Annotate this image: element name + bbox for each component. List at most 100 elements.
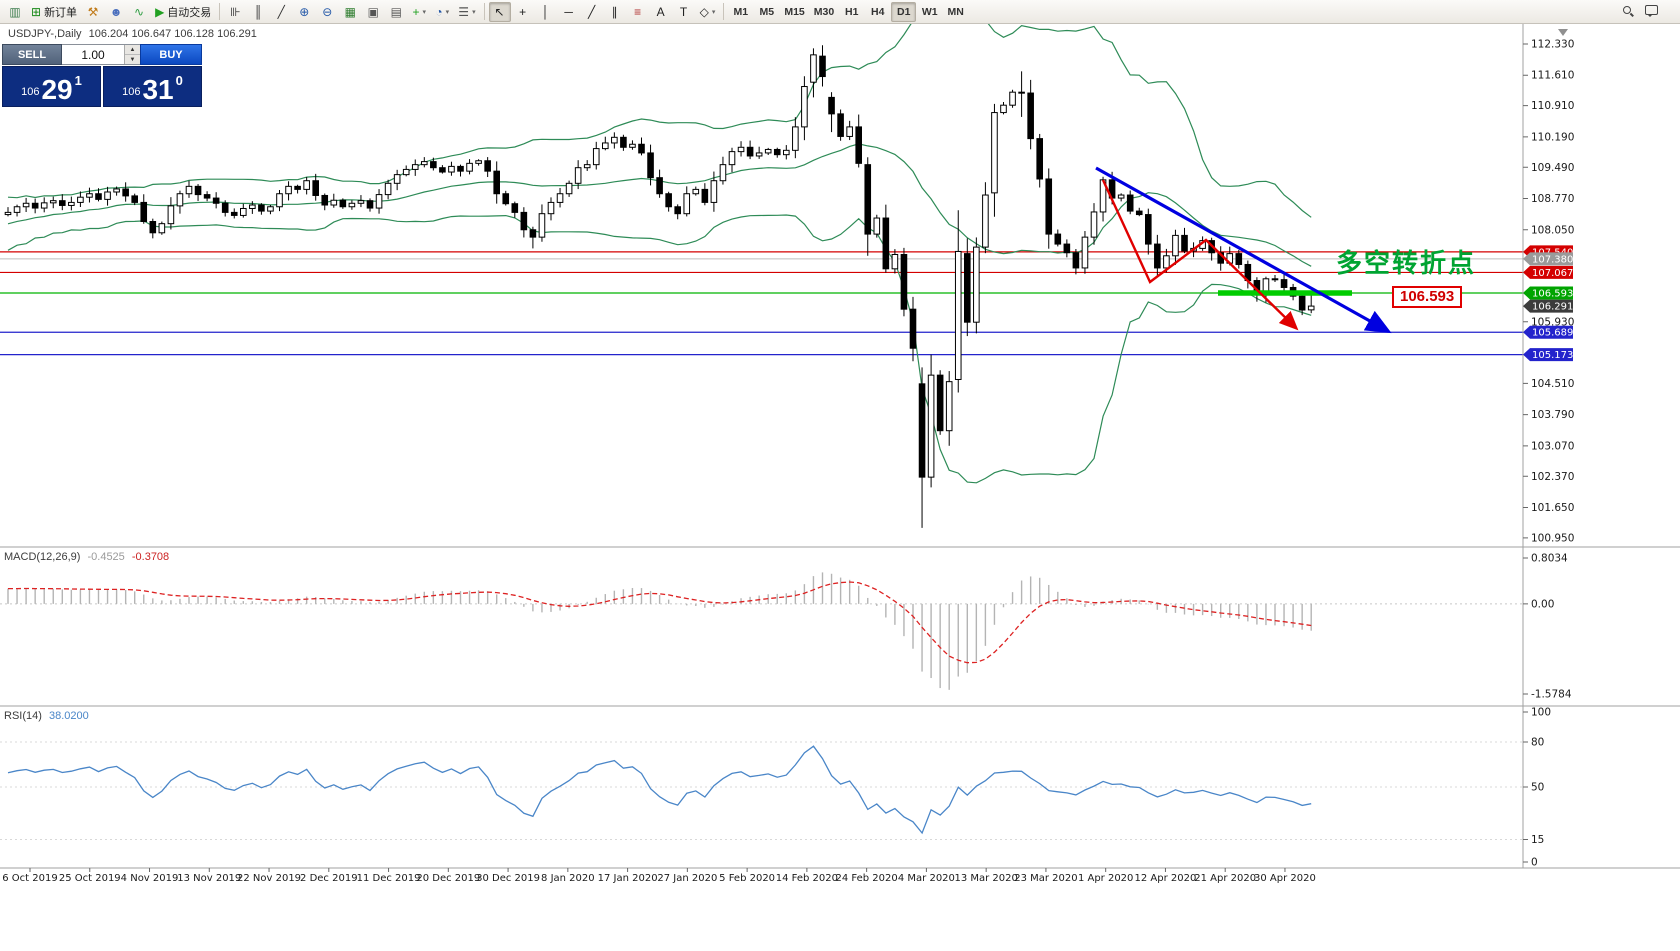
price-tag <box>1523 252 1573 266</box>
sell-price-figure: 106 <box>21 86 40 98</box>
rsi-value: 38.0200 <box>48 710 89 722</box>
price-axis-label: 105.930 <box>1531 316 1574 328</box>
time-axis-label: 23 Mar 2020 <box>1014 873 1077 884</box>
text-icon: A <box>656 4 665 19</box>
macd-axis-label: -1.5784 <box>1531 689 1572 701</box>
chat-icon <box>1644 5 1658 17</box>
chat-icon[interactable] <box>1640 2 1662 22</box>
macd-panel <box>0 572 1523 690</box>
time-axis-label: 30 Dec 2019 <box>476 873 540 884</box>
text-label-icon[interactable]: T <box>673 2 695 22</box>
navigator-icon[interactable]: ☻ <box>105 2 127 22</box>
macd-indicator-label: MACD(12,26,9) -0.4525 -0.3708 <box>4 551 169 563</box>
time-axis-label: 8 Jan 2020 <box>541 873 595 884</box>
zigzag-arrow[interactable] <box>1101 179 1299 331</box>
new-order-button: ⊞ <box>31 4 42 19</box>
search-icon[interactable] <box>1617 2 1639 22</box>
zoom-in-icon[interactable]: ⊕ <box>293 2 315 22</box>
profiles-icon: ◔ <box>435 4 443 19</box>
cascade-windows-icon[interactable]: ▣ <box>362 2 384 22</box>
fibonacci-icon[interactable]: ≡ <box>627 2 649 22</box>
timeframe-d1-button[interactable]: D1 <box>891 1 917 22</box>
price-axis-label: 101.650 <box>1531 502 1574 514</box>
macd-value: -0.4525 <box>87 551 125 563</box>
candlestick-chart-icon: ║ <box>254 4 263 19</box>
bar-chart-icon: ⊪ <box>230 4 241 19</box>
chart-window[interactable]: 112.330 111.610 110.910 110.190 109.490 108.7… <box>0 24 1680 951</box>
dropdown-arrow-icon: ▾ <box>445 8 450 16</box>
timeframe-m1-button[interactable]: M1 <box>728 2 753 22</box>
annotations[interactable] <box>1095 166 1392 334</box>
text-icon[interactable]: A <box>650 2 672 22</box>
price-axis-label: 108.050 <box>1531 224 1574 236</box>
chart-shift-marker[interactable] <box>1558 29 1568 36</box>
dropdown-arrow-icon: ▾ <box>711 8 716 16</box>
arrange-windows-icon: ▤ <box>390 4 402 19</box>
rsi-axis-label: 50 <box>1531 782 1544 794</box>
crosshair-icon[interactable]: + <box>512 2 534 22</box>
shapes-icon[interactable]: ◇ ▾ <box>696 2 720 22</box>
macd-axis-label: 0.00 <box>1531 598 1554 610</box>
volume-decrease-button[interactable]: ▼ <box>125 55 140 64</box>
time-axis-label: 25 Oct 2019 <box>59 873 121 884</box>
timeframe-m5-button[interactable]: M5 <box>754 2 779 22</box>
trendline-icon[interactable]: ╱ <box>581 2 603 22</box>
toolbar-right-group <box>1617 2 1662 22</box>
price-axis-label: 102.370 <box>1531 471 1574 483</box>
price-tag-label: 105.689 <box>1532 328 1573 339</box>
time-axis-label: 11 Dec 2019 <box>357 873 421 884</box>
horizontal-line-icon: ─ <box>564 4 573 19</box>
trend-arrow[interactable] <box>1095 166 1392 334</box>
timeframe-h1-button[interactable]: H1 <box>839 2 864 22</box>
horizontal-line-icon[interactable]: ─ <box>558 2 580 22</box>
profiles-icon[interactable]: ◔ ▾ <box>431 2 453 22</box>
price-chart[interactable]: 112.330 111.610 110.910 110.190 109.490 108.7… <box>0 24 1680 890</box>
candlestick-chart-icon[interactable]: ║ <box>247 2 269 22</box>
new-chart-icon[interactable]: + ▾ <box>408 2 430 22</box>
timeframe-mn-button[interactable]: MN <box>943 2 968 22</box>
bar-chart-icon[interactable]: ⊪ <box>224 2 246 22</box>
tester-icon[interactable]: ⚒ <box>82 2 104 22</box>
autotrading-button[interactable]: ▶ 自动交易 <box>151 2 215 22</box>
turning-point-annotation[interactable]: 多空转折点 <box>1336 248 1477 278</box>
timeframe-bar: M1 M5 M15 M30 H1 H4 D1 W1 MN <box>728 1 968 22</box>
buy-button[interactable]: BUY <box>140 44 202 65</box>
price-level-callout[interactable]: 106.593 <box>1392 286 1463 308</box>
timeframe-h4-button[interactable]: H4 <box>865 2 890 22</box>
price-axis-label: 108.770 <box>1531 193 1574 205</box>
chart-icon[interactable]: ▥ <box>4 2 26 22</box>
chart-settings-icon[interactable]: ☰ ▾ <box>454 2 479 22</box>
timeframe-m15-button[interactable]: M15 <box>780 2 808 22</box>
cursor-icon[interactable]: ↖ <box>488 1 511 22</box>
zoom-out-icon[interactable]: ⊖ <box>316 2 338 22</box>
channel-icon[interactable]: ∥ <box>604 2 626 22</box>
timeframe-m30-button[interactable]: M30 <box>810 2 838 22</box>
vertical-line-icon: │ <box>541 4 550 19</box>
price-tag <box>1523 286 1573 300</box>
new-order-button[interactable]: ⊞ 新订单 <box>27 2 81 22</box>
volume-stepper[interactable]: 1.00 ▲ ▼ <box>62 44 140 65</box>
time-axis-label: 30 Apr 2020 <box>1254 873 1316 884</box>
tile-windows-icon: ▦ <box>344 4 356 19</box>
time-axis-label: 24 Feb 2020 <box>836 873 898 884</box>
toolbar-separator <box>483 3 485 20</box>
sell-button[interactable]: SELL <box>2 44 62 65</box>
price-axis-label: 100.950 <box>1531 532 1574 544</box>
time-axis-label: 6 Oct 2019 <box>2 873 57 884</box>
price-tag-label: 107.380 <box>1532 254 1573 265</box>
line-chart-icon[interactable]: ╱ <box>270 2 292 22</box>
signals-icon[interactable]: ∿ <box>128 2 150 22</box>
timeframe-w1-button[interactable]: W1 <box>917 2 942 22</box>
time-axis-label: 13 Mar 2020 <box>954 873 1017 884</box>
volume-spin-buttons: ▲ ▼ <box>124 45 140 64</box>
arrange-windows-icon[interactable]: ▤ <box>385 2 407 22</box>
volume-increase-button[interactable]: ▲ <box>125 45 140 55</box>
time-axis-label: 12 Apr 2020 <box>1135 873 1197 884</box>
vertical-line-icon[interactable]: │ <box>535 2 557 22</box>
sell-price[interactable]: 106 29 1 <box>2 66 101 107</box>
time-axis-label: 4 Nov 2019 <box>121 873 179 884</box>
buy-price[interactable]: 106 31 0 <box>103 66 202 107</box>
tile-windows-icon[interactable]: ▦ <box>339 2 361 22</box>
time-axis-label: 14 Feb 2020 <box>776 873 838 884</box>
volume-value[interactable]: 1.00 <box>81 47 105 62</box>
